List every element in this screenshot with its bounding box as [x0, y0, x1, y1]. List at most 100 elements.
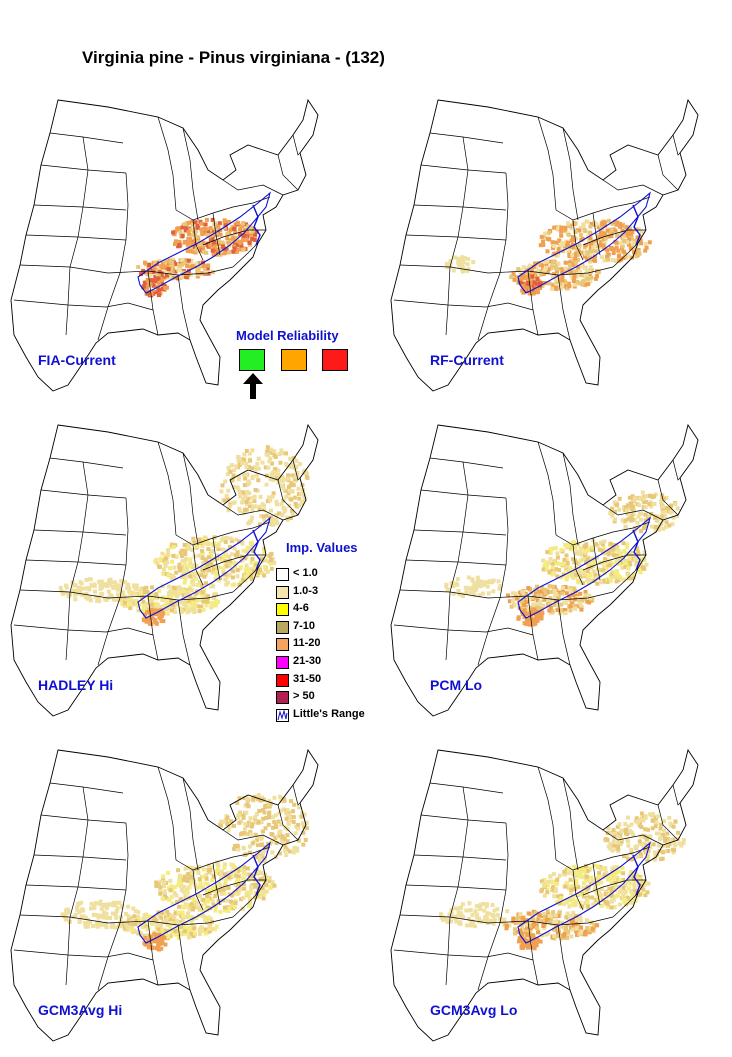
importance-cell: [588, 279, 593, 284]
importance-cell: [639, 825, 644, 829]
importance-cell: [179, 600, 184, 605]
importance-cell: [211, 903, 216, 908]
importance-cell: [153, 274, 158, 279]
importance-cell: [91, 924, 96, 928]
importance-cell: [287, 503, 292, 508]
importance-cell: [505, 909, 510, 914]
importance-cell: [189, 874, 194, 879]
importance-cell: [629, 850, 634, 855]
importance-cell: [610, 506, 615, 511]
importance-cell: [239, 559, 244, 563]
importance-cell: [545, 249, 550, 254]
importance-cell: [276, 511, 281, 516]
importance-cell: [532, 924, 537, 929]
importance-cell: [527, 287, 532, 291]
importance-cell: [246, 804, 251, 809]
importance-cell: [588, 255, 593, 260]
importance-cell: [173, 239, 178, 244]
importance-cell: [236, 874, 241, 879]
importance-cell: [526, 586, 531, 590]
importance-cell: [159, 613, 164, 618]
importance-cell: [482, 908, 487, 913]
importance-cell: [213, 894, 218, 898]
importance-cell: [219, 876, 224, 881]
importance-cell: [474, 904, 479, 909]
importance-cell: [272, 561, 277, 565]
reliability-swatch-low[interactable]: [322, 349, 348, 371]
importance-cell: [585, 276, 590, 281]
importance-cell: [457, 921, 462, 925]
importance-cell: [267, 799, 272, 804]
importance-cell: [167, 886, 172, 890]
importance-cell: [623, 822, 628, 826]
importance-cell: [557, 591, 562, 595]
importance-cell: [188, 907, 193, 912]
importance-cell: [548, 920, 552, 925]
importance-cell: [534, 940, 539, 945]
importance-cell: [96, 924, 101, 929]
importance-cell: [526, 611, 530, 616]
legend-label: < 1.0: [293, 567, 318, 579]
importance-cell: [629, 501, 634, 506]
us-outline: [390, 423, 699, 717]
importance-cell: [223, 539, 228, 544]
importance-cell: [583, 932, 587, 937]
importance-cell: [199, 227, 204, 232]
importance-cell: [107, 902, 112, 907]
importance-cell: [596, 269, 601, 274]
importance-cell: [451, 268, 456, 273]
importance-cell: [539, 616, 544, 621]
importance-cell: [244, 449, 249, 453]
importance-cell: [270, 825, 275, 830]
reliability-swatch-medium[interactable]: [281, 349, 307, 371]
importance-cell: [632, 572, 636, 577]
importance-cell: [226, 871, 231, 876]
importance-cell: [301, 842, 306, 847]
importance-cell: [248, 830, 253, 834]
importance-cell: [530, 617, 535, 622]
importance-cell: [589, 221, 594, 226]
importance-cell: [302, 823, 307, 828]
importance-cell: [612, 575, 617, 579]
importance-cell: [148, 273, 153, 278]
importance-cell: [539, 889, 544, 894]
importance-cell: [201, 874, 206, 879]
importance-cell: [561, 588, 565, 593]
importance-cell: [579, 604, 584, 609]
importance-cell: [566, 221, 571, 226]
importance-cell: [291, 809, 295, 814]
importance-cell: [225, 898, 229, 903]
importance-cell: [460, 902, 465, 907]
importance-cell: [204, 217, 209, 222]
importance-cell: [191, 578, 196, 583]
importance-cell: [183, 893, 188, 898]
importance-cell: [299, 491, 303, 496]
importance-cell: [169, 598, 174, 603]
reliability-swatch-high[interactable]: [239, 349, 265, 371]
importance-cell: [239, 866, 244, 871]
importance-cell: [673, 502, 678, 507]
importance-cell: [467, 916, 471, 921]
importance-cell: [164, 606, 169, 611]
importance-cell: [622, 900, 627, 905]
importance-cell: [667, 815, 672, 820]
importance-cell: [673, 843, 678, 848]
importance-cell: [566, 886, 571, 891]
importance-cell: [92, 903, 97, 908]
importance-cell: [183, 258, 188, 263]
importance-layer: [444, 490, 680, 627]
importance-cell: [621, 885, 626, 890]
importance-cell: [291, 473, 296, 478]
importance-cell: [242, 865, 247, 870]
importance-cell: [86, 919, 91, 924]
importance-cell: [516, 616, 521, 621]
importance-cell: [625, 895, 630, 900]
importance-cell: [227, 545, 232, 549]
importance-cell: [564, 900, 569, 905]
importance-cell: [283, 507, 288, 512]
importance-cell: [61, 591, 65, 596]
importance-cell: [623, 558, 628, 563]
importance-cell: [173, 929, 178, 934]
importance-cell: [201, 898, 206, 903]
importance-cell: [170, 559, 175, 564]
